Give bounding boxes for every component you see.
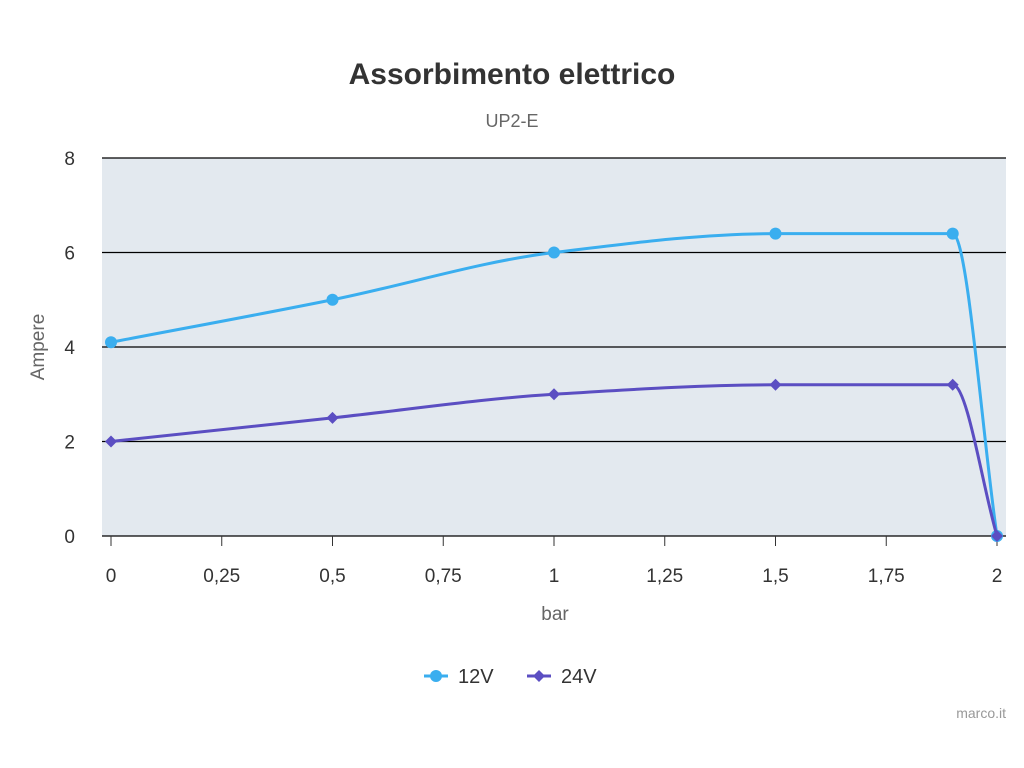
x-tick-label: 1,5	[762, 566, 788, 587]
data-point	[946, 378, 959, 391]
x-axis: 0 0,25 0,5 0,75 1 1,25 1,5 1,75 2	[106, 536, 1003, 587]
data-point	[105, 336, 117, 349]
data-point	[769, 378, 782, 391]
legend-item[interactable]: 12V	[424, 666, 494, 688]
data-point	[991, 530, 1003, 542]
series-12v	[105, 227, 1003, 542]
y-tick-label: 6	[64, 244, 75, 265]
x-tick-label: 0,25	[203, 566, 240, 587]
x-tick-label: 1,25	[646, 566, 683, 587]
credit-text: marco.it	[956, 705, 1006, 721]
series-layer	[105, 227, 1003, 542]
legend-item[interactable]: 24V	[527, 666, 597, 688]
data-point	[548, 388, 560, 401]
data-point	[946, 227, 959, 240]
x-tick-label: 1,75	[868, 566, 905, 587]
data-point	[326, 293, 339, 306]
x-tick-label: 0	[106, 566, 117, 587]
legend-marker	[430, 670, 442, 682]
data-point	[326, 411, 339, 424]
y-tick-label: 2	[64, 433, 75, 454]
x-tick-label: 0,75	[425, 566, 462, 587]
y-axis-label: Ampere	[28, 314, 49, 381]
x-tick-label: 1	[549, 566, 560, 587]
y-tick-label: 4	[64, 338, 75, 359]
x-axis-label: bar	[541, 604, 569, 625]
legend-marker	[533, 670, 545, 682]
chart-subtitle: UP2-E	[485, 111, 538, 131]
legend-label: 12V	[458, 666, 494, 688]
y-tick-label: 8	[64, 149, 75, 170]
x-tick-label: 0,5	[319, 566, 345, 587]
data-point	[105, 435, 117, 448]
y-tick-label: 0	[64, 527, 75, 548]
series-line	[110, 232, 999, 537]
legend: 12V 24V	[424, 666, 597, 688]
data-point	[548, 246, 560, 259]
data-point	[769, 227, 782, 240]
y-axis: 0 2 4 6 8	[64, 149, 75, 548]
chart-title: Assorbimento elettrico	[349, 58, 676, 91]
legend-label: 24V	[561, 666, 597, 688]
x-tick-label: 2	[992, 566, 1003, 587]
series-24v	[105, 378, 1003, 542]
